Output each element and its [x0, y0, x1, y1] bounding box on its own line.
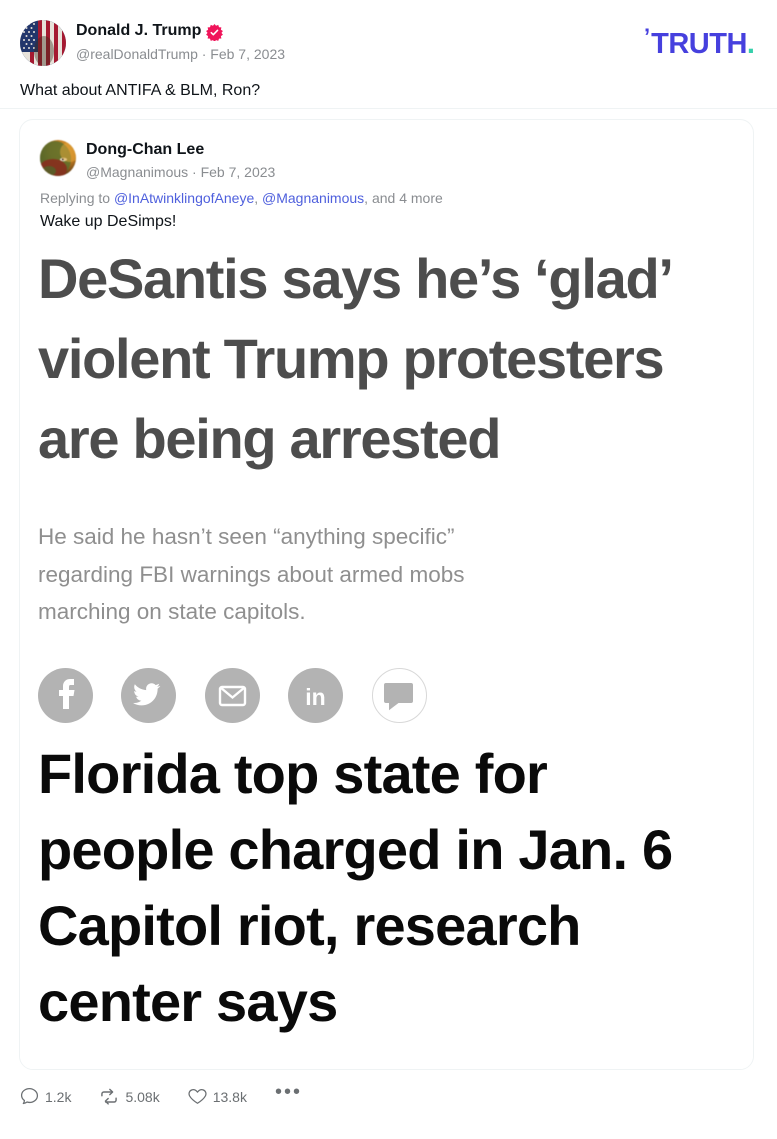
svg-text:in: in: [306, 684, 326, 710]
